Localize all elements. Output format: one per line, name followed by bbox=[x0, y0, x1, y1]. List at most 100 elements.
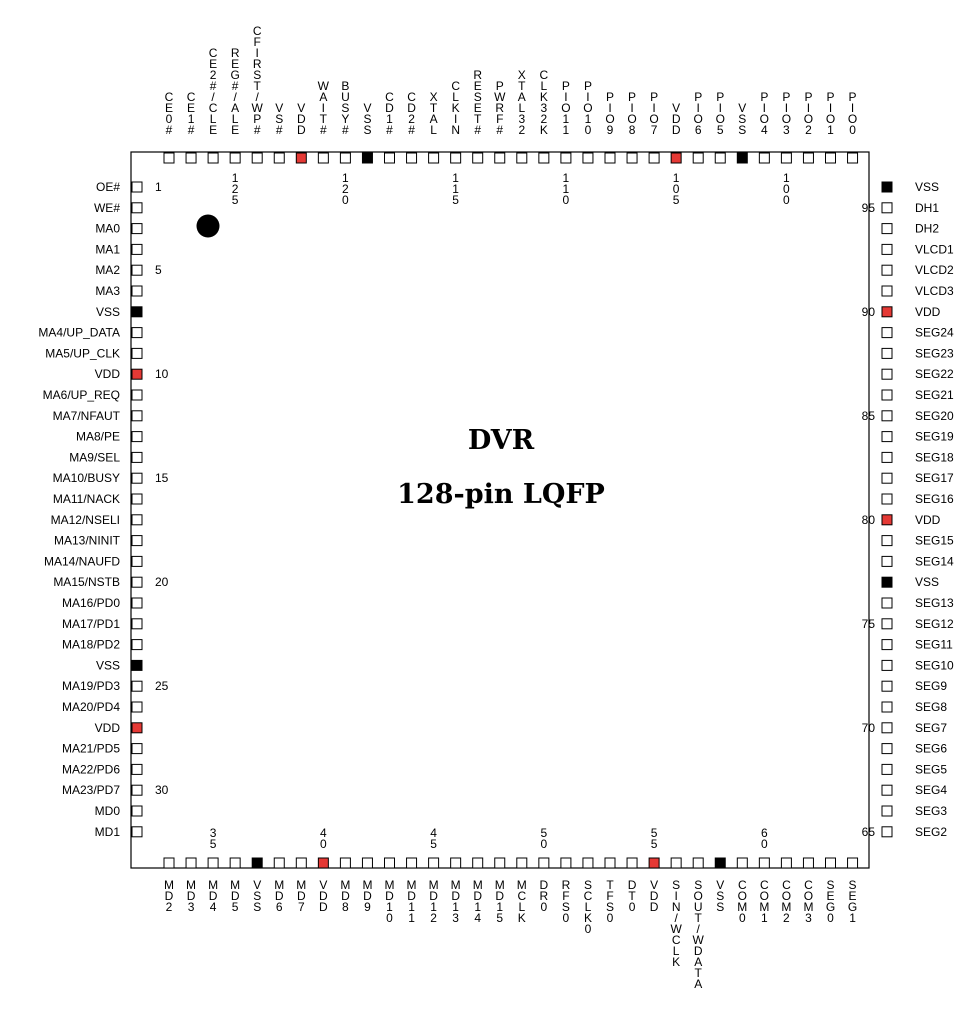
pin-78-label: SEG14 bbox=[915, 554, 954, 568]
pin-18-pad bbox=[131, 535, 143, 547]
pin-95-pad bbox=[881, 202, 893, 214]
pin-13-label: MA8/PE bbox=[76, 430, 120, 444]
pin-86-label: SEG21 bbox=[915, 388, 954, 402]
pin-3-label: MA0 bbox=[95, 222, 120, 236]
pin-28-label: MA21/PD5 bbox=[62, 742, 120, 756]
pin-number-10: 10 bbox=[155, 367, 169, 381]
pin-49-pad bbox=[516, 857, 528, 869]
pin-31-pad bbox=[131, 805, 143, 817]
pin-84-pad bbox=[881, 431, 893, 443]
pin-number-85: 85 bbox=[862, 409, 876, 423]
pin-102-pad bbox=[736, 152, 748, 164]
pin-105-pad bbox=[670, 152, 682, 164]
pin-90-pad bbox=[881, 306, 893, 318]
pin1-marker-dot bbox=[196, 214, 220, 238]
pin-6-label: MA3 bbox=[95, 284, 120, 298]
pin-52-pad bbox=[582, 857, 594, 869]
pin-50-pad bbox=[538, 857, 550, 869]
chip-title: DVR bbox=[468, 425, 535, 456]
pin-23-label: MA18/PD2 bbox=[62, 638, 120, 652]
pin-81-label: SEG16 bbox=[915, 492, 954, 506]
pin-119-pad bbox=[361, 152, 373, 164]
pin-61-pad bbox=[780, 857, 792, 869]
pin-22-label: MA17/PD1 bbox=[62, 617, 120, 631]
pin-69-label: SEG6 bbox=[915, 742, 947, 756]
pin-46-pad bbox=[450, 857, 462, 869]
pin-89-label: SEG24 bbox=[915, 326, 954, 340]
pin-115-pad bbox=[450, 152, 462, 164]
pin-69-pad bbox=[881, 743, 893, 755]
pin-100-pad bbox=[780, 152, 792, 164]
pin-12-pad bbox=[131, 410, 143, 422]
pin-85-pad bbox=[881, 410, 893, 422]
pin-127-label: C E 1 # bbox=[187, 90, 196, 137]
pin-78-pad bbox=[881, 555, 893, 567]
pin-70-label: SEG7 bbox=[915, 721, 947, 735]
pin-32-label: MD1 bbox=[95, 825, 121, 839]
pin-96-label: VSS bbox=[915, 180, 939, 194]
pin-number-65: 65 bbox=[862, 825, 876, 839]
pin-29-pad bbox=[131, 763, 143, 775]
pin-123-pad bbox=[273, 152, 285, 164]
pin-80-pad bbox=[881, 514, 893, 526]
pin-17-label: MA12/NSELI bbox=[51, 513, 120, 527]
pin-67-label: SEG4 bbox=[915, 783, 947, 797]
pin-107-pad bbox=[626, 152, 638, 164]
pin-110-pad bbox=[560, 152, 572, 164]
pin-29-label: MA22/PD6 bbox=[62, 762, 120, 776]
pin-24-label: VSS bbox=[96, 658, 120, 672]
pin-14-label: MA9/SEL bbox=[69, 450, 120, 464]
pin-8-pad bbox=[131, 327, 143, 339]
pin-9-pad bbox=[131, 347, 143, 359]
pin-59-pad bbox=[736, 857, 748, 869]
pin-26-pad bbox=[131, 701, 143, 713]
pin-77-pad bbox=[881, 576, 893, 588]
pin-47-pad bbox=[472, 857, 484, 869]
pin-103-pad bbox=[714, 152, 726, 164]
pin-72-pad bbox=[881, 680, 893, 692]
pin-118-pad bbox=[384, 152, 395, 164]
pin-36-pad bbox=[229, 857, 241, 869]
pin-37-pad bbox=[251, 857, 263, 869]
pin-44-pad bbox=[406, 857, 418, 869]
pin-20-label: MA15/NSTB bbox=[53, 575, 120, 589]
pin-11-label: MA6/UP_REQ bbox=[43, 388, 120, 402]
pin-75-label: SEG12 bbox=[915, 617, 954, 631]
pin-87-label: SEG22 bbox=[915, 367, 954, 381]
pin-93-label: VLCD1 bbox=[915, 242, 954, 256]
pins-layer: OE# WE# MA0 MA1 MA2 MA3 VSS MA4/UP_DATA MA5/UP_C… bbox=[38, 24, 954, 991]
pin-66-pad bbox=[881, 805, 893, 817]
chip-body-outline bbox=[130, 151, 870, 869]
pin-25-label: MA19/PD3 bbox=[62, 679, 120, 693]
pin-number-5: 5 bbox=[155, 263, 162, 277]
pin-80-label: VDD bbox=[915, 513, 941, 527]
pin-1-pad bbox=[131, 181, 143, 193]
pin-85-label: SEG20 bbox=[915, 409, 954, 423]
pin-60-pad bbox=[758, 857, 770, 869]
pin-75-pad bbox=[881, 618, 893, 630]
pin-77-label: VSS bbox=[915, 575, 939, 589]
pin-113-pad bbox=[494, 152, 506, 164]
pin-32-pad bbox=[131, 826, 143, 838]
pin-122-pad bbox=[295, 152, 307, 164]
pin-17-pad bbox=[131, 514, 143, 526]
